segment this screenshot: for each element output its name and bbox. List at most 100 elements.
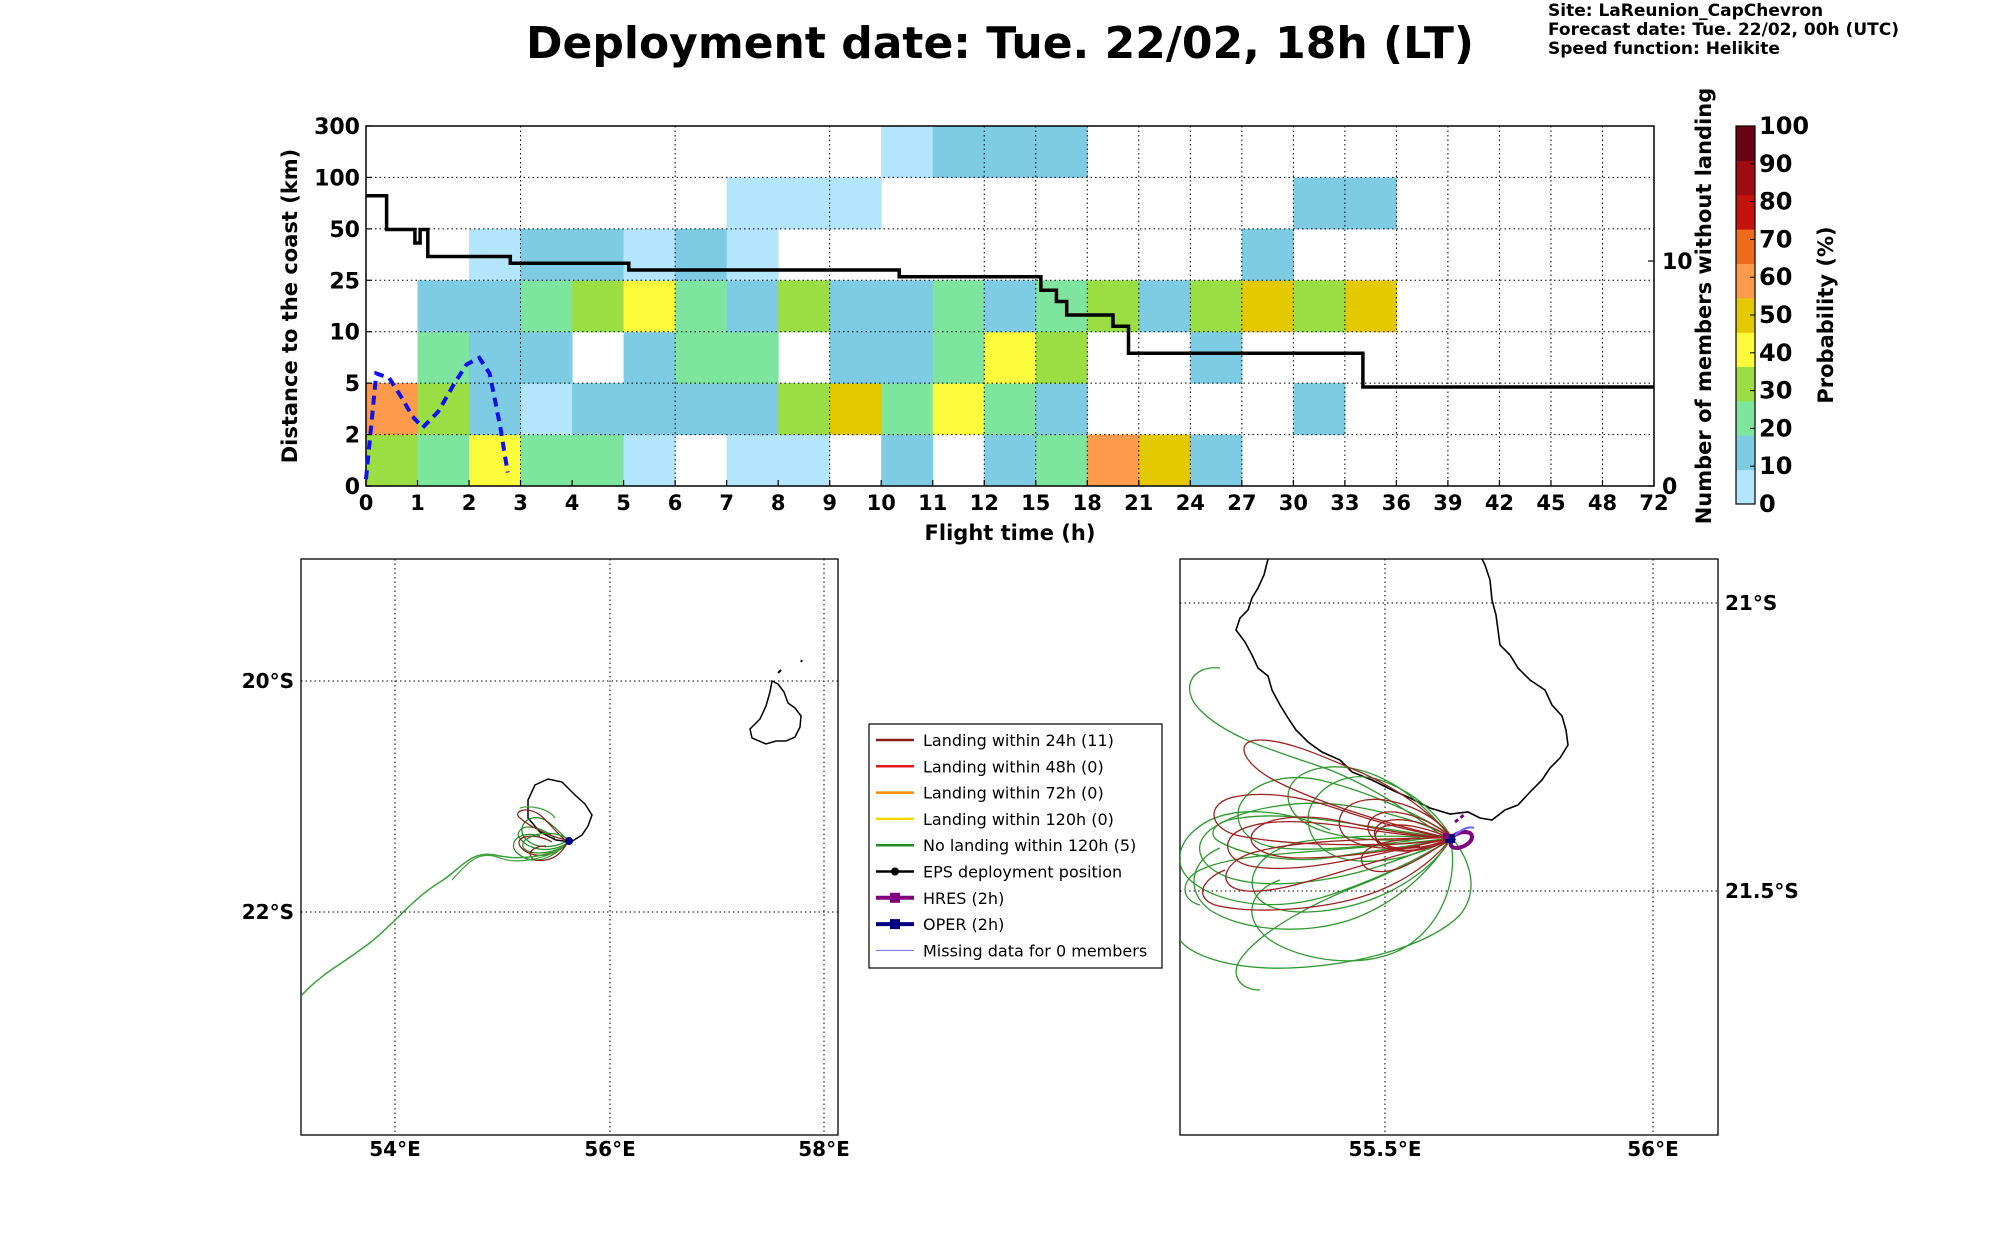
x-tick-label: 11: [918, 491, 947, 515]
map-lon-label: 54°E: [369, 1137, 421, 1161]
members-without-landing-line: [366, 194, 1654, 389]
heatmap-cell: [778, 280, 831, 333]
map-lat-label: 20°S: [242, 669, 294, 693]
x-tick-label: 15: [1021, 491, 1050, 515]
x-tick-label: 18: [1073, 491, 1102, 515]
legend-label: Landing within 120h (0): [923, 810, 1114, 829]
y2-tick-label: 10: [1662, 250, 1693, 275]
legend-marker: [890, 919, 900, 930]
trajectory-legend: Landing within 24h (11) Landing within 48…: [868, 723, 1163, 969]
heatmap-cell: [932, 383, 985, 436]
heatmap-cell: [366, 434, 419, 487]
heatmap-cell: [726, 228, 779, 281]
heatmap-cell: [1293, 177, 1346, 230]
forecast-info: Site: LaReunion_CapChevron Forecast date…: [1548, 2, 1899, 59]
heatmap-cell: [1190, 434, 1243, 487]
map-lat-label: 21°S: [1725, 591, 1777, 615]
colorbar-band: [1736, 229, 1755, 264]
x-tick-label: 72: [1639, 491, 1668, 515]
map-lon-label: 55.5°E: [1348, 1137, 1421, 1161]
heatmap-cell: [932, 280, 985, 333]
colorbar-tick-label: 40: [1759, 339, 1792, 367]
heatmap-frame: [365, 125, 1655, 487]
heatmap-cell: [1344, 177, 1397, 230]
colorbar-tick-label: 50: [1759, 301, 1792, 329]
legend-item: Landing within 72h (0): [876, 784, 1104, 803]
x-tick-label: 2: [462, 491, 477, 515]
x-tick-label: 48: [1588, 491, 1617, 515]
colorbar-band: [1736, 400, 1755, 436]
reunion-coastline-zoom: [1235, 559, 1569, 821]
x-tick-label: 27: [1227, 491, 1256, 515]
x-tick-label: 12: [970, 491, 999, 515]
colorbar-band: [1736, 469, 1755, 505]
legend-item: OPER (2h): [876, 915, 1004, 934]
colorbar-band: [1736, 297, 1755, 333]
legend-label: Landing within 72h (0): [923, 784, 1104, 803]
x-tick-label: 42: [1485, 491, 1514, 515]
map-lat-label: 22°S: [242, 900, 294, 924]
speed-function-label: Speed function: Helikite: [1548, 39, 1780, 59]
y-tick-label: 25: [329, 269, 360, 294]
map-overview-frame: [300, 558, 839, 1136]
x-axis-label: Flight time (h): [925, 521, 1096, 545]
heatmap-cell: [726, 177, 779, 230]
heatmap-cell: [1035, 331, 1088, 384]
heatmap-cell: [417, 280, 470, 333]
heatmap-cell: [881, 434, 934, 487]
legend-label: EPS deployment position: [923, 863, 1122, 882]
x-tick-label: 1: [410, 491, 425, 515]
y-axis-label: Distance to the coast (km): [278, 149, 302, 464]
legend-label: Landing within 24h (11): [923, 731, 1114, 750]
colorbar-tick-label: 10: [1759, 452, 1792, 480]
x-tick-label: 10: [867, 491, 896, 515]
x-tick-label: 8: [771, 491, 786, 515]
heatmap-cell: [572, 228, 625, 281]
heatmap-cell: [1087, 434, 1140, 487]
heatmap-cell: [1035, 126, 1088, 178]
x-tick-label: 4: [565, 491, 580, 515]
heatmap-cell: [1138, 280, 1191, 333]
heatmap-cell: [417, 331, 470, 384]
y-tick-label: 10: [329, 321, 360, 346]
heatmap-cell: [984, 280, 1037, 333]
x-tick-label: 6: [668, 491, 683, 515]
x-tick-label: 45: [1536, 491, 1565, 515]
deployment-point-overview: [565, 837, 573, 845]
map-zoom: 21°S 21.5°S 55.5°E 56°E: [1179, 558, 1799, 1161]
heatmap-cell: [469, 331, 522, 384]
heatmap-cell: [520, 383, 573, 436]
hres-marker: [1443, 833, 1449, 839]
colorbar-tick-label: 80: [1759, 188, 1792, 216]
legend-item: Missing data for 0 members: [876, 941, 1147, 960]
heatmap-cell: [726, 280, 779, 333]
heatmap-cell: [1190, 280, 1243, 333]
legend-label: Landing within 48h (0): [923, 757, 1104, 776]
colorbar-label: Probability (%): [1814, 226, 1838, 403]
heatmap-cell: [778, 434, 831, 487]
heatmap-cell: [1241, 228, 1294, 281]
heatmap-cell: [984, 434, 1037, 487]
heatmap-cell: [623, 383, 676, 436]
heatmap-cell: [829, 331, 882, 384]
map-lon-label: 58°E: [798, 1137, 850, 1161]
y-tick-label: 5: [345, 372, 360, 397]
dashed-blue-line: [364, 355, 510, 480]
heatmap-cell: [881, 383, 934, 436]
heatmap-cell: [520, 331, 573, 384]
heatmap-cell: [572, 383, 625, 436]
heatmap-cell: [623, 331, 676, 384]
heatmap-cell: [520, 434, 573, 487]
x-tick-label: 7: [719, 491, 734, 515]
heatmap-cell: [1035, 434, 1088, 487]
heatmap-cell: [1241, 280, 1294, 333]
colorbar-tick-label: 90: [1759, 150, 1792, 178]
y-tick-label: 0: [345, 475, 360, 500]
legend-marker: [891, 867, 899, 876]
legend-label: No landing within 120h (5): [923, 836, 1136, 855]
map-zoom-frame: [1179, 558, 1719, 1136]
hres-dash: [1454, 812, 1466, 824]
x-tick-label: 39: [1433, 491, 1462, 515]
colorbar-band: [1736, 194, 1755, 230]
